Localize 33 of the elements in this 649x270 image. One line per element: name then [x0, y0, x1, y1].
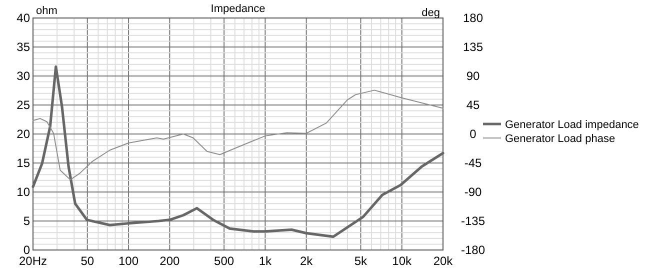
legend-label: Generator Load impedance	[505, 119, 639, 131]
y-tick-label: 40	[16, 11, 30, 25]
y2-tick-label: -45	[464, 156, 482, 170]
chart-title: Impedance	[210, 3, 266, 15]
y2-tick-label: 90	[466, 69, 480, 83]
x-tick-label: 2k	[300, 254, 314, 268]
x-tick-label: 5k	[354, 254, 368, 268]
y2-axis-title: deg	[422, 7, 440, 19]
x-tick-label: 1k	[258, 254, 273, 268]
y-tick-label: 20	[16, 127, 30, 141]
y2-tick-label: -135	[460, 214, 486, 228]
y-tick-label: 10	[16, 185, 30, 199]
x-tick-label: 100	[118, 254, 139, 268]
x-tick-label: 20Hz	[18, 254, 48, 268]
y2-tick-label: 180	[462, 11, 484, 25]
x-tick-label: 10k	[392, 254, 413, 268]
y-tick-label: 30	[16, 69, 30, 83]
x-tick-label: 500	[214, 254, 234, 268]
y2-tick-label: 45	[466, 98, 480, 112]
y-tick-label: 0	[23, 243, 30, 257]
x-tick-label: 50	[80, 254, 94, 268]
y2-tick-label: -90	[464, 185, 482, 199]
y2-tick-label: -180	[460, 243, 486, 257]
y2-tick-label: 135	[462, 40, 484, 54]
y-tick-label: 5	[23, 214, 30, 228]
y-tick-label: 25	[16, 98, 30, 112]
legend-label: Generator Load phase	[505, 133, 616, 145]
y2-tick-label: 0	[470, 127, 477, 141]
x-tick-label: 200	[160, 254, 180, 268]
x-tick-label: 20k	[433, 254, 454, 268]
y-tick-label: 35	[16, 40, 30, 54]
y-axis-title: ohm	[36, 5, 58, 17]
y-tick-label: 15	[16, 156, 30, 170]
